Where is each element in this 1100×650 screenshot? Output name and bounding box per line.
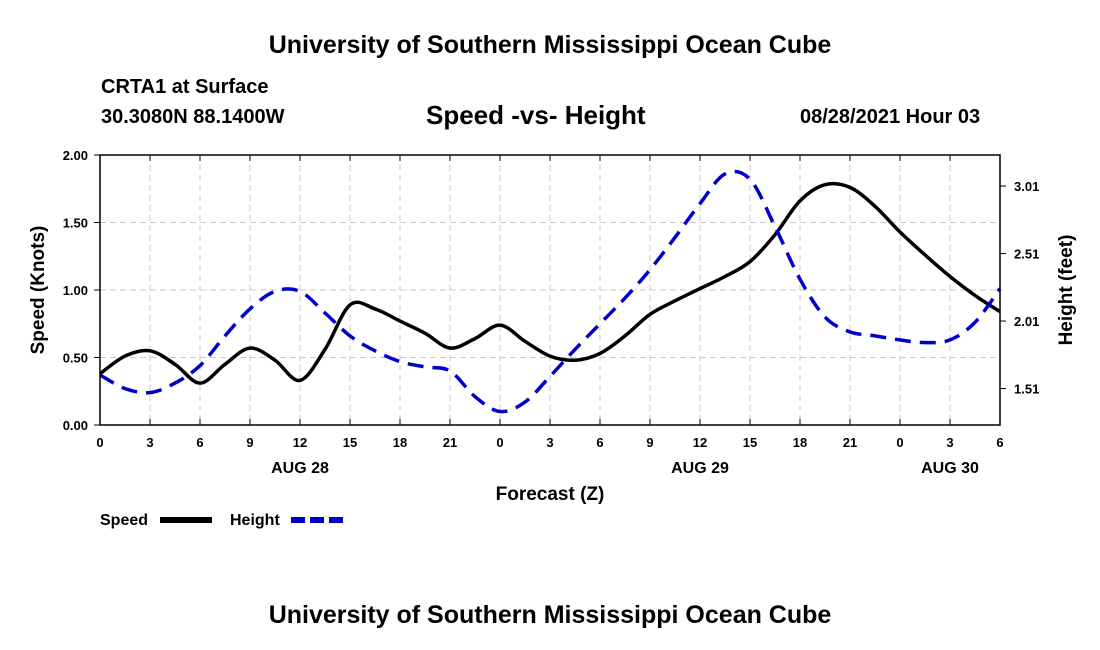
y-left-tick-label: 0.00 (63, 418, 88, 433)
x-tick-label: 3 (946, 435, 953, 450)
x-tick-label: 0 (96, 435, 103, 450)
legend-label-speed: Speed (100, 512, 148, 529)
x-date-label: AUG 30 (921, 460, 979, 477)
axes (94, 154, 1006, 426)
x-tick-label: 6 (196, 435, 203, 450)
page-footer-title: University of Southern Mississippi Ocean… (268, 601, 832, 629)
y-right-tick-label: 1.51 (1014, 382, 1039, 397)
plot-frame (99, 154, 1001, 426)
station-label: CRTA1 at Surface (101, 76, 269, 98)
legend: Speed Height (100, 512, 343, 529)
x-tick-label: 18 (793, 435, 807, 450)
y-left-tick-label: 0.50 (63, 351, 88, 366)
y-right-tick-label: 2.51 (1014, 247, 1039, 262)
x-tick-label: 12 (293, 435, 307, 450)
x-tick-label: 12 (693, 435, 707, 450)
x-tick-label: 9 (646, 435, 653, 450)
grid-lines (100, 155, 1000, 425)
axis-labels: 0 3 6 9 12 15 18 21 0 3 6 9 12 15 18 21 0 3 6 0.00 0.50 1.00 1… (28, 148, 1077, 505)
y-right-axis-title: Height (feet) (1056, 235, 1077, 346)
x-tick-label: 15 (343, 435, 357, 450)
series-line-speed (98, 181, 1001, 385)
x-tick-label: 15 (743, 435, 757, 450)
series-line-height (99, 169, 1002, 414)
page-title: University of Southern Mississippi Ocean… (268, 31, 832, 59)
x-date-label: AUG 29 (671, 460, 729, 477)
station-coordinates: 30.3080N 88.1400W (101, 106, 285, 128)
x-tick-label: 6 (596, 435, 603, 450)
forecast-datetime: 08/28/2021 Hour 03 (800, 106, 981, 128)
x-tick-label: 3 (546, 435, 553, 450)
x-tick-label: 6 (996, 435, 1003, 450)
y-right-tick-label: 3.01 (1014, 179, 1039, 194)
x-tick-label: 21 (443, 435, 457, 450)
chart-title: Speed -vs- Height (426, 100, 646, 130)
x-tick-label: 0 (496, 435, 503, 450)
series-layer (98, 169, 1002, 414)
y-left-tick-label: 1.00 (63, 283, 88, 298)
y-left-axis-title: Speed (Knots) (28, 226, 49, 355)
x-date-label: AUG 28 (271, 460, 329, 477)
x-tick-label: 21 (843, 435, 857, 450)
y-right-tick-label: 2.01 (1014, 314, 1039, 329)
legend-label-height: Height (230, 512, 280, 529)
x-tick-label: 0 (896, 435, 903, 450)
x-tick-label: 3 (146, 435, 153, 450)
x-tick-label: 18 (393, 435, 407, 450)
x-tick-label: 9 (246, 435, 253, 450)
x-axis-title: Forecast (Z) (496, 484, 605, 505)
y-left-tick-label: 2.00 (63, 148, 88, 163)
y-left-tick-label: 1.50 (63, 216, 88, 231)
